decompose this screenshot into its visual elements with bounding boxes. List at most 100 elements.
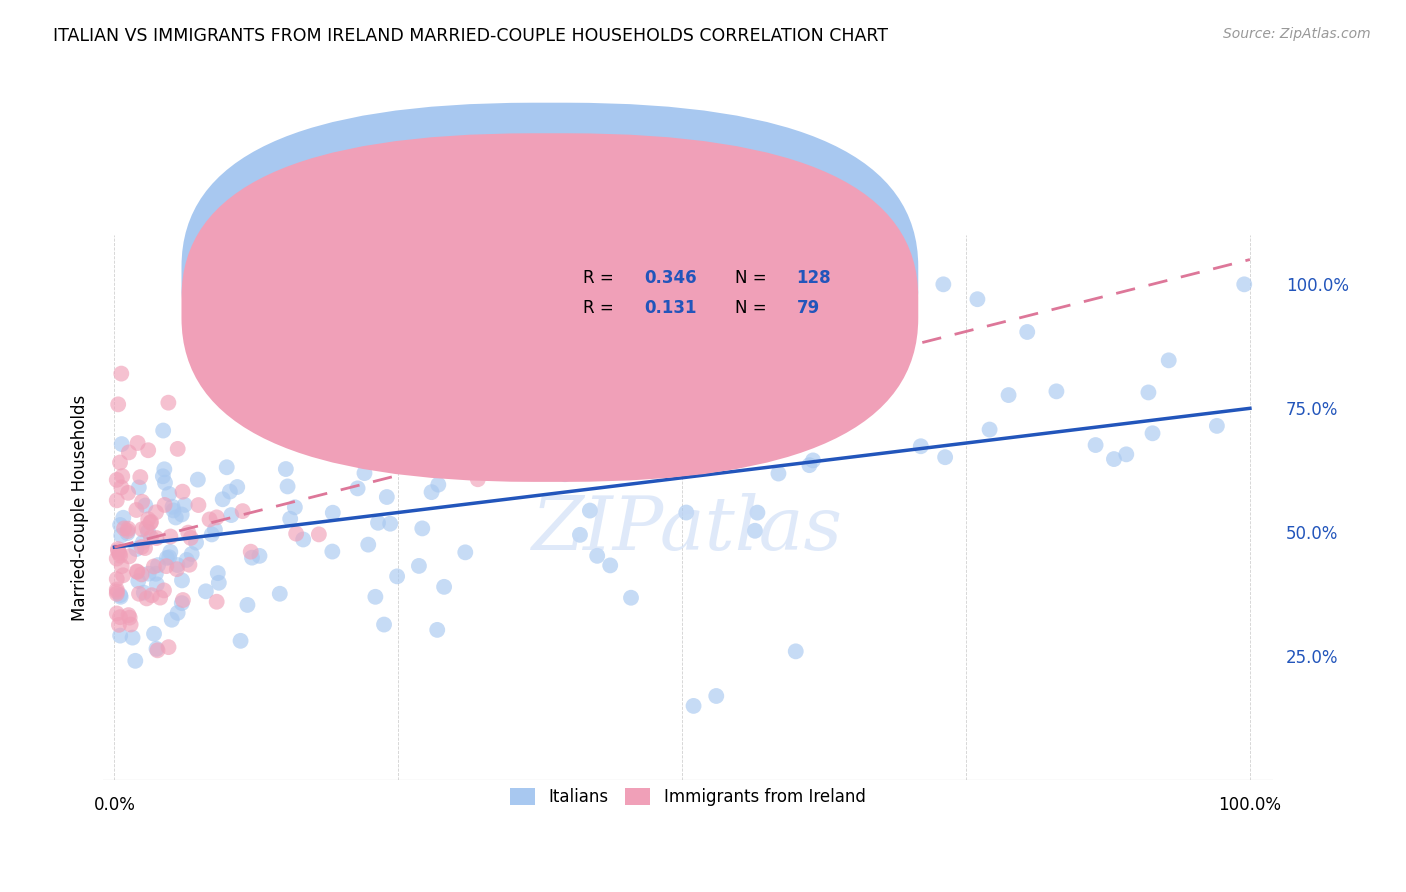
Point <box>134 541 156 555</box>
Point <box>568 528 591 542</box>
Point <box>139 531 162 545</box>
Point <box>110 367 132 381</box>
Point <box>194 584 217 599</box>
Point <box>120 617 142 632</box>
Point <box>205 595 228 609</box>
Point <box>239 544 262 558</box>
Point <box>108 549 131 563</box>
Point <box>118 549 141 564</box>
Point <box>118 445 141 459</box>
Point <box>127 565 149 579</box>
Point <box>157 395 180 409</box>
Point <box>534 419 557 434</box>
Point <box>145 641 167 656</box>
Point <box>112 521 135 535</box>
Point <box>187 473 209 487</box>
Point <box>117 522 139 536</box>
Point <box>108 518 131 533</box>
Point <box>172 593 194 607</box>
Point <box>433 580 456 594</box>
Point <box>682 698 704 713</box>
Point <box>117 524 139 538</box>
Point <box>117 486 139 500</box>
Point <box>142 559 165 574</box>
Point <box>173 498 195 512</box>
Point <box>157 487 180 501</box>
Point <box>112 510 135 524</box>
Text: ITALIAN VS IMMIGRANTS FROM IRELAND MARRIED-COUPLE HOUSEHOLDS CORRELATION CHART: ITALIAN VS IMMIGRANTS FROM IRELAND MARRI… <box>53 27 889 45</box>
Text: 128: 128 <box>797 269 831 287</box>
Point <box>127 436 149 450</box>
Point <box>184 535 207 549</box>
Text: 0.131: 0.131 <box>644 300 697 318</box>
Point <box>157 640 180 655</box>
Point <box>156 550 179 565</box>
Legend: Italians, Immigrants from Ireland: Italians, Immigrants from Ireland <box>503 781 872 813</box>
Point <box>162 503 184 517</box>
Point <box>1157 353 1180 368</box>
Point <box>108 588 131 602</box>
Point <box>747 506 769 520</box>
Point <box>166 606 188 620</box>
Point <box>1084 438 1107 452</box>
Point <box>454 545 477 559</box>
Point <box>179 558 201 572</box>
Point <box>1205 418 1227 433</box>
Point <box>131 567 153 582</box>
Point <box>675 506 697 520</box>
Point <box>125 542 148 557</box>
Point <box>614 336 637 351</box>
Point <box>205 510 228 524</box>
Point <box>132 535 155 549</box>
Point <box>380 516 402 531</box>
Point <box>215 460 238 475</box>
Point <box>117 608 139 623</box>
Point <box>364 590 387 604</box>
Point <box>187 498 209 512</box>
Text: N =: N = <box>735 269 772 287</box>
Point <box>571 360 593 375</box>
Point <box>139 515 162 529</box>
Point <box>467 472 489 486</box>
Point <box>105 607 128 621</box>
Point <box>124 654 146 668</box>
Point <box>226 480 249 494</box>
Point <box>966 292 988 306</box>
Point <box>107 541 129 556</box>
Point <box>285 526 308 541</box>
Point <box>1137 385 1160 400</box>
Point <box>108 617 131 632</box>
Point <box>108 546 131 560</box>
Point <box>172 484 194 499</box>
Point <box>579 503 602 517</box>
Point <box>146 558 169 573</box>
Text: Source: ZipAtlas.com: Source: ZipAtlas.com <box>1223 27 1371 41</box>
Point <box>132 585 155 599</box>
Point <box>252 418 274 433</box>
Point <box>139 516 162 530</box>
Point <box>274 462 297 476</box>
Point <box>201 527 224 541</box>
Point <box>152 424 174 438</box>
Point <box>121 631 143 645</box>
Point <box>219 484 242 499</box>
Point <box>143 627 166 641</box>
Point <box>198 512 221 526</box>
Point <box>599 558 621 573</box>
Point <box>308 527 330 541</box>
Point <box>129 470 152 484</box>
FancyBboxPatch shape <box>181 133 918 482</box>
Y-axis label: Married-couple Households: Married-couple Households <box>72 394 89 621</box>
Point <box>437 426 460 441</box>
Point <box>979 423 1001 437</box>
Point <box>427 477 450 491</box>
Point <box>353 466 375 480</box>
Point <box>704 689 727 703</box>
Point <box>277 479 299 493</box>
Point <box>131 540 153 554</box>
Point <box>1045 384 1067 399</box>
Point <box>373 617 395 632</box>
Point <box>111 559 134 574</box>
Point <box>586 549 609 563</box>
Point <box>278 512 301 526</box>
